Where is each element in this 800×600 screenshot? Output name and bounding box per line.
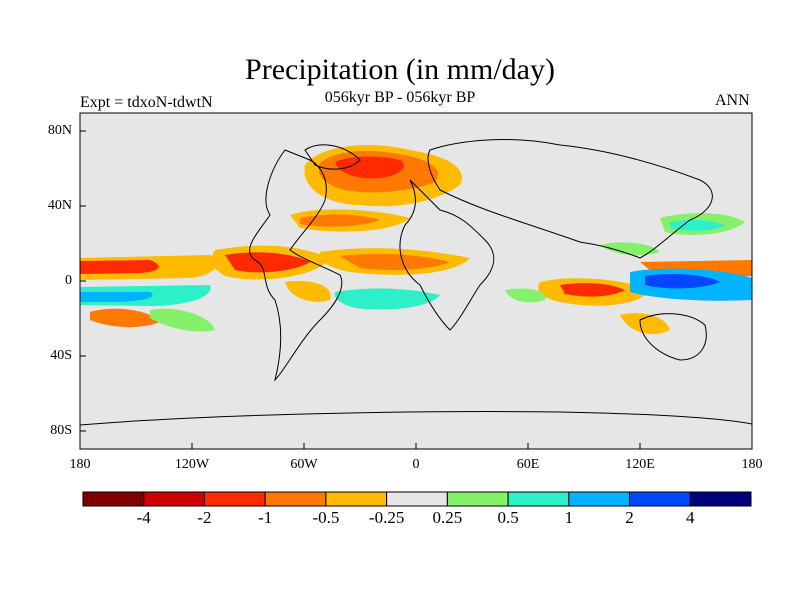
coastlines <box>80 139 752 426</box>
lat-label-80n: 80N <box>47 123 72 138</box>
lon-label-180w: 180 <box>69 457 91 472</box>
lon-label-60e: 60E <box>516 457 540 472</box>
lon-label-120w: 120W <box>174 457 210 472</box>
colorbar-label: -0.25 <box>368 508 405 527</box>
colorbar-label: -0.5 <box>312 508 340 527</box>
chart-title: Precipitation (in mm/day) <box>245 53 555 86</box>
atlantic-30n-core <box>300 214 380 227</box>
north-atlantic-strong-core <box>335 156 404 179</box>
latitude-ticks <box>80 130 86 432</box>
colorbar-swatch <box>203 491 266 507</box>
south-pacific-increase-core <box>80 292 153 302</box>
colorbar-swatch <box>629 491 691 507</box>
lon-label-60w: 60W <box>290 457 318 472</box>
colorbar-swatch <box>325 491 388 507</box>
australia-decrease <box>620 313 670 335</box>
west-pacific-increase-core <box>645 274 720 289</box>
south-pacific-green-band <box>150 308 215 332</box>
colorbar-swatch <box>446 491 509 507</box>
asia-green-band <box>600 242 660 256</box>
colorbar-swatch <box>507 491 570 507</box>
chart-subtitle: 056kyr BP - 056kyr BP <box>324 89 476 106</box>
central-america-core <box>225 252 310 273</box>
south-atlantic-increase <box>334 288 440 310</box>
lat-label-40s: 40S <box>50 348 72 363</box>
colorbar-label: 0.5 <box>497 508 519 527</box>
colorbar-swatch <box>689 491 752 507</box>
atlantic-itcz-core <box>340 254 450 270</box>
lat-label-40n: 40N <box>47 198 72 213</box>
colorbar-label: 0.25 <box>432 508 463 527</box>
north-pacific-increase-core <box>670 219 725 231</box>
lat-label-80s: 80S <box>50 423 72 438</box>
south-america-decrease <box>285 280 331 302</box>
colorbar-swatch <box>568 491 631 507</box>
precip-anomaly-fields <box>80 145 752 335</box>
lat-label-0: 0 <box>65 273 72 288</box>
south-indian-increase <box>505 288 546 303</box>
colorbar-label: -4 <box>136 508 151 527</box>
colorbar-label: -2 <box>197 508 212 527</box>
colorbar-label: 2 <box>625 508 634 527</box>
longitude-ticks <box>79 443 753 449</box>
colorbar-swatch <box>386 491 448 507</box>
colorbar-label: 4 <box>686 508 695 527</box>
southeast-pacific-decrease <box>90 308 160 328</box>
lon-label-0: 0 <box>412 457 420 472</box>
colorbar-swatch <box>82 491 145 507</box>
colorbar-swatch <box>264 491 327 507</box>
equatorial-pacific-core <box>80 260 159 274</box>
colorbar-label: -1 <box>258 508 273 527</box>
lon-label-120e: 120E <box>625 457 655 472</box>
indian-ocean-core <box>560 282 625 297</box>
colorbar <box>82 491 752 507</box>
season-label: ANN <box>715 92 750 109</box>
experiment-label: Expt = tdxoN-tdwtN <box>80 94 213 111</box>
colorbar-label: 1 <box>564 508 574 527</box>
lon-label-180e: 180 <box>741 457 763 472</box>
colorbar-swatch <box>143 491 205 507</box>
